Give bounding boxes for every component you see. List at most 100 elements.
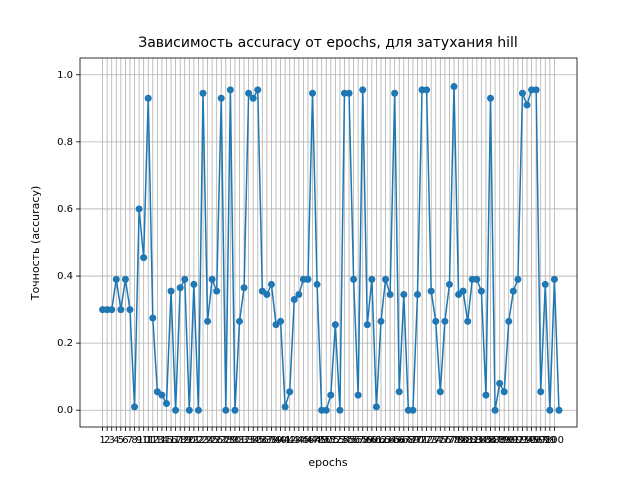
- marker: [249, 94, 257, 102]
- x-tick-label: 60: [365, 435, 378, 446]
- x-tick-label: 68: [402, 435, 415, 446]
- plot-frame: [79, 57, 578, 428]
- marker: [509, 287, 517, 295]
- marker: [181, 275, 189, 283]
- x-tick-label: 10: [137, 435, 150, 446]
- marker: [217, 94, 225, 102]
- marker: [295, 290, 303, 298]
- y-tick-label: 0.8: [57, 137, 73, 148]
- marker: [386, 290, 394, 298]
- x-tick-label: 32: [238, 435, 251, 446]
- marker: [267, 280, 275, 288]
- marker: [327, 391, 335, 399]
- x-tick-label: 87: [489, 435, 502, 446]
- x-tick-label: 29: [224, 435, 237, 446]
- x-tick-label: 77: [443, 435, 456, 446]
- marker: [185, 406, 193, 414]
- marker: [240, 284, 248, 292]
- x-tick-label: 45: [297, 435, 310, 446]
- marker: [391, 89, 399, 97]
- x-tick-label: 85: [480, 435, 493, 446]
- marker: [245, 89, 253, 97]
- x-tick-label: 7: [127, 435, 133, 446]
- marker: [254, 86, 262, 94]
- marker: [354, 391, 362, 399]
- marker: [464, 317, 472, 325]
- x-tick-label: 4: [113, 435, 119, 446]
- y-tick-label: 0.4: [57, 271, 73, 282]
- marker: [423, 86, 431, 94]
- x-tick-label: 35: [251, 435, 264, 446]
- x-tick-label: 8: [131, 435, 137, 446]
- x-tick-label: 82: [466, 435, 479, 446]
- marker: [350, 275, 358, 283]
- x-tick-label: 91: [507, 435, 520, 446]
- x-tick-label: 53: [334, 435, 347, 446]
- x-tick-label: 17: [169, 435, 182, 446]
- x-tick-label: 99: [543, 435, 556, 446]
- x-tick-label: 9: [136, 435, 142, 446]
- marker: [176, 284, 184, 292]
- marker: [427, 287, 435, 295]
- marker: [487, 94, 495, 102]
- x-tick-label: 19: [178, 435, 191, 446]
- marker: [199, 89, 207, 97]
- marker: [550, 275, 558, 283]
- x-tick-label: 40: [274, 435, 287, 446]
- marker: [277, 317, 285, 325]
- marker: [304, 275, 312, 283]
- x-tick-label: 31: [233, 435, 246, 446]
- x-tick-label: 92: [512, 435, 525, 446]
- marker: [377, 317, 385, 325]
- marker: [322, 406, 330, 414]
- marker: [409, 406, 417, 414]
- marker: [135, 205, 143, 213]
- x-tick-label: 90: [502, 435, 515, 446]
- x-tick-label: 75: [434, 435, 447, 446]
- marker: [149, 314, 157, 322]
- marker: [514, 275, 522, 283]
- marker: [208, 275, 216, 283]
- x-tick-label: 13: [151, 435, 164, 446]
- marker: [167, 287, 175, 295]
- x-tick-label: 79: [452, 435, 465, 446]
- marker: [172, 406, 180, 414]
- marker: [523, 101, 531, 109]
- x-tick-label: 1: [99, 435, 105, 446]
- x-tick-label: 95: [525, 435, 538, 446]
- x-tick-label: 76: [439, 435, 452, 446]
- x-tick-label: 98: [539, 435, 552, 446]
- marker: [236, 317, 244, 325]
- x-tick-label: 93: [516, 435, 529, 446]
- x-tick-label: 49: [315, 435, 328, 446]
- marker: [281, 403, 289, 411]
- x-tick-label: 38: [265, 435, 278, 446]
- x-tick-label: 22: [192, 435, 205, 446]
- x-tick-label: 23: [197, 435, 210, 446]
- x-tick-label: 83: [470, 435, 483, 446]
- x-tick-label: 52: [329, 435, 342, 446]
- marker: [158, 391, 166, 399]
- marker: [131, 403, 139, 411]
- marker: [532, 86, 540, 94]
- marker: [491, 406, 499, 414]
- x-tick-label: 12: [146, 435, 159, 446]
- marker: [359, 86, 367, 94]
- x-tick-label: 78: [448, 435, 461, 446]
- x-tick-label: 94: [521, 435, 534, 446]
- marker: [555, 406, 563, 414]
- y-axis-label: Точность (accuracy): [29, 186, 42, 302]
- x-tick-label: 42: [283, 435, 296, 446]
- x-tick-label: 51: [324, 435, 337, 446]
- marker: [546, 406, 554, 414]
- y-tick-label: 0.2: [57, 338, 73, 349]
- marker: [162, 400, 170, 408]
- x-tick-label: 16: [165, 435, 178, 446]
- x-tick-label: 54: [338, 435, 351, 446]
- x-tick-label: 57: [352, 435, 365, 446]
- marker: [226, 86, 234, 94]
- x-tick-label: 15: [160, 435, 173, 446]
- x-tick-label: 69: [407, 435, 420, 446]
- marker: [144, 94, 152, 102]
- marker: [345, 89, 353, 97]
